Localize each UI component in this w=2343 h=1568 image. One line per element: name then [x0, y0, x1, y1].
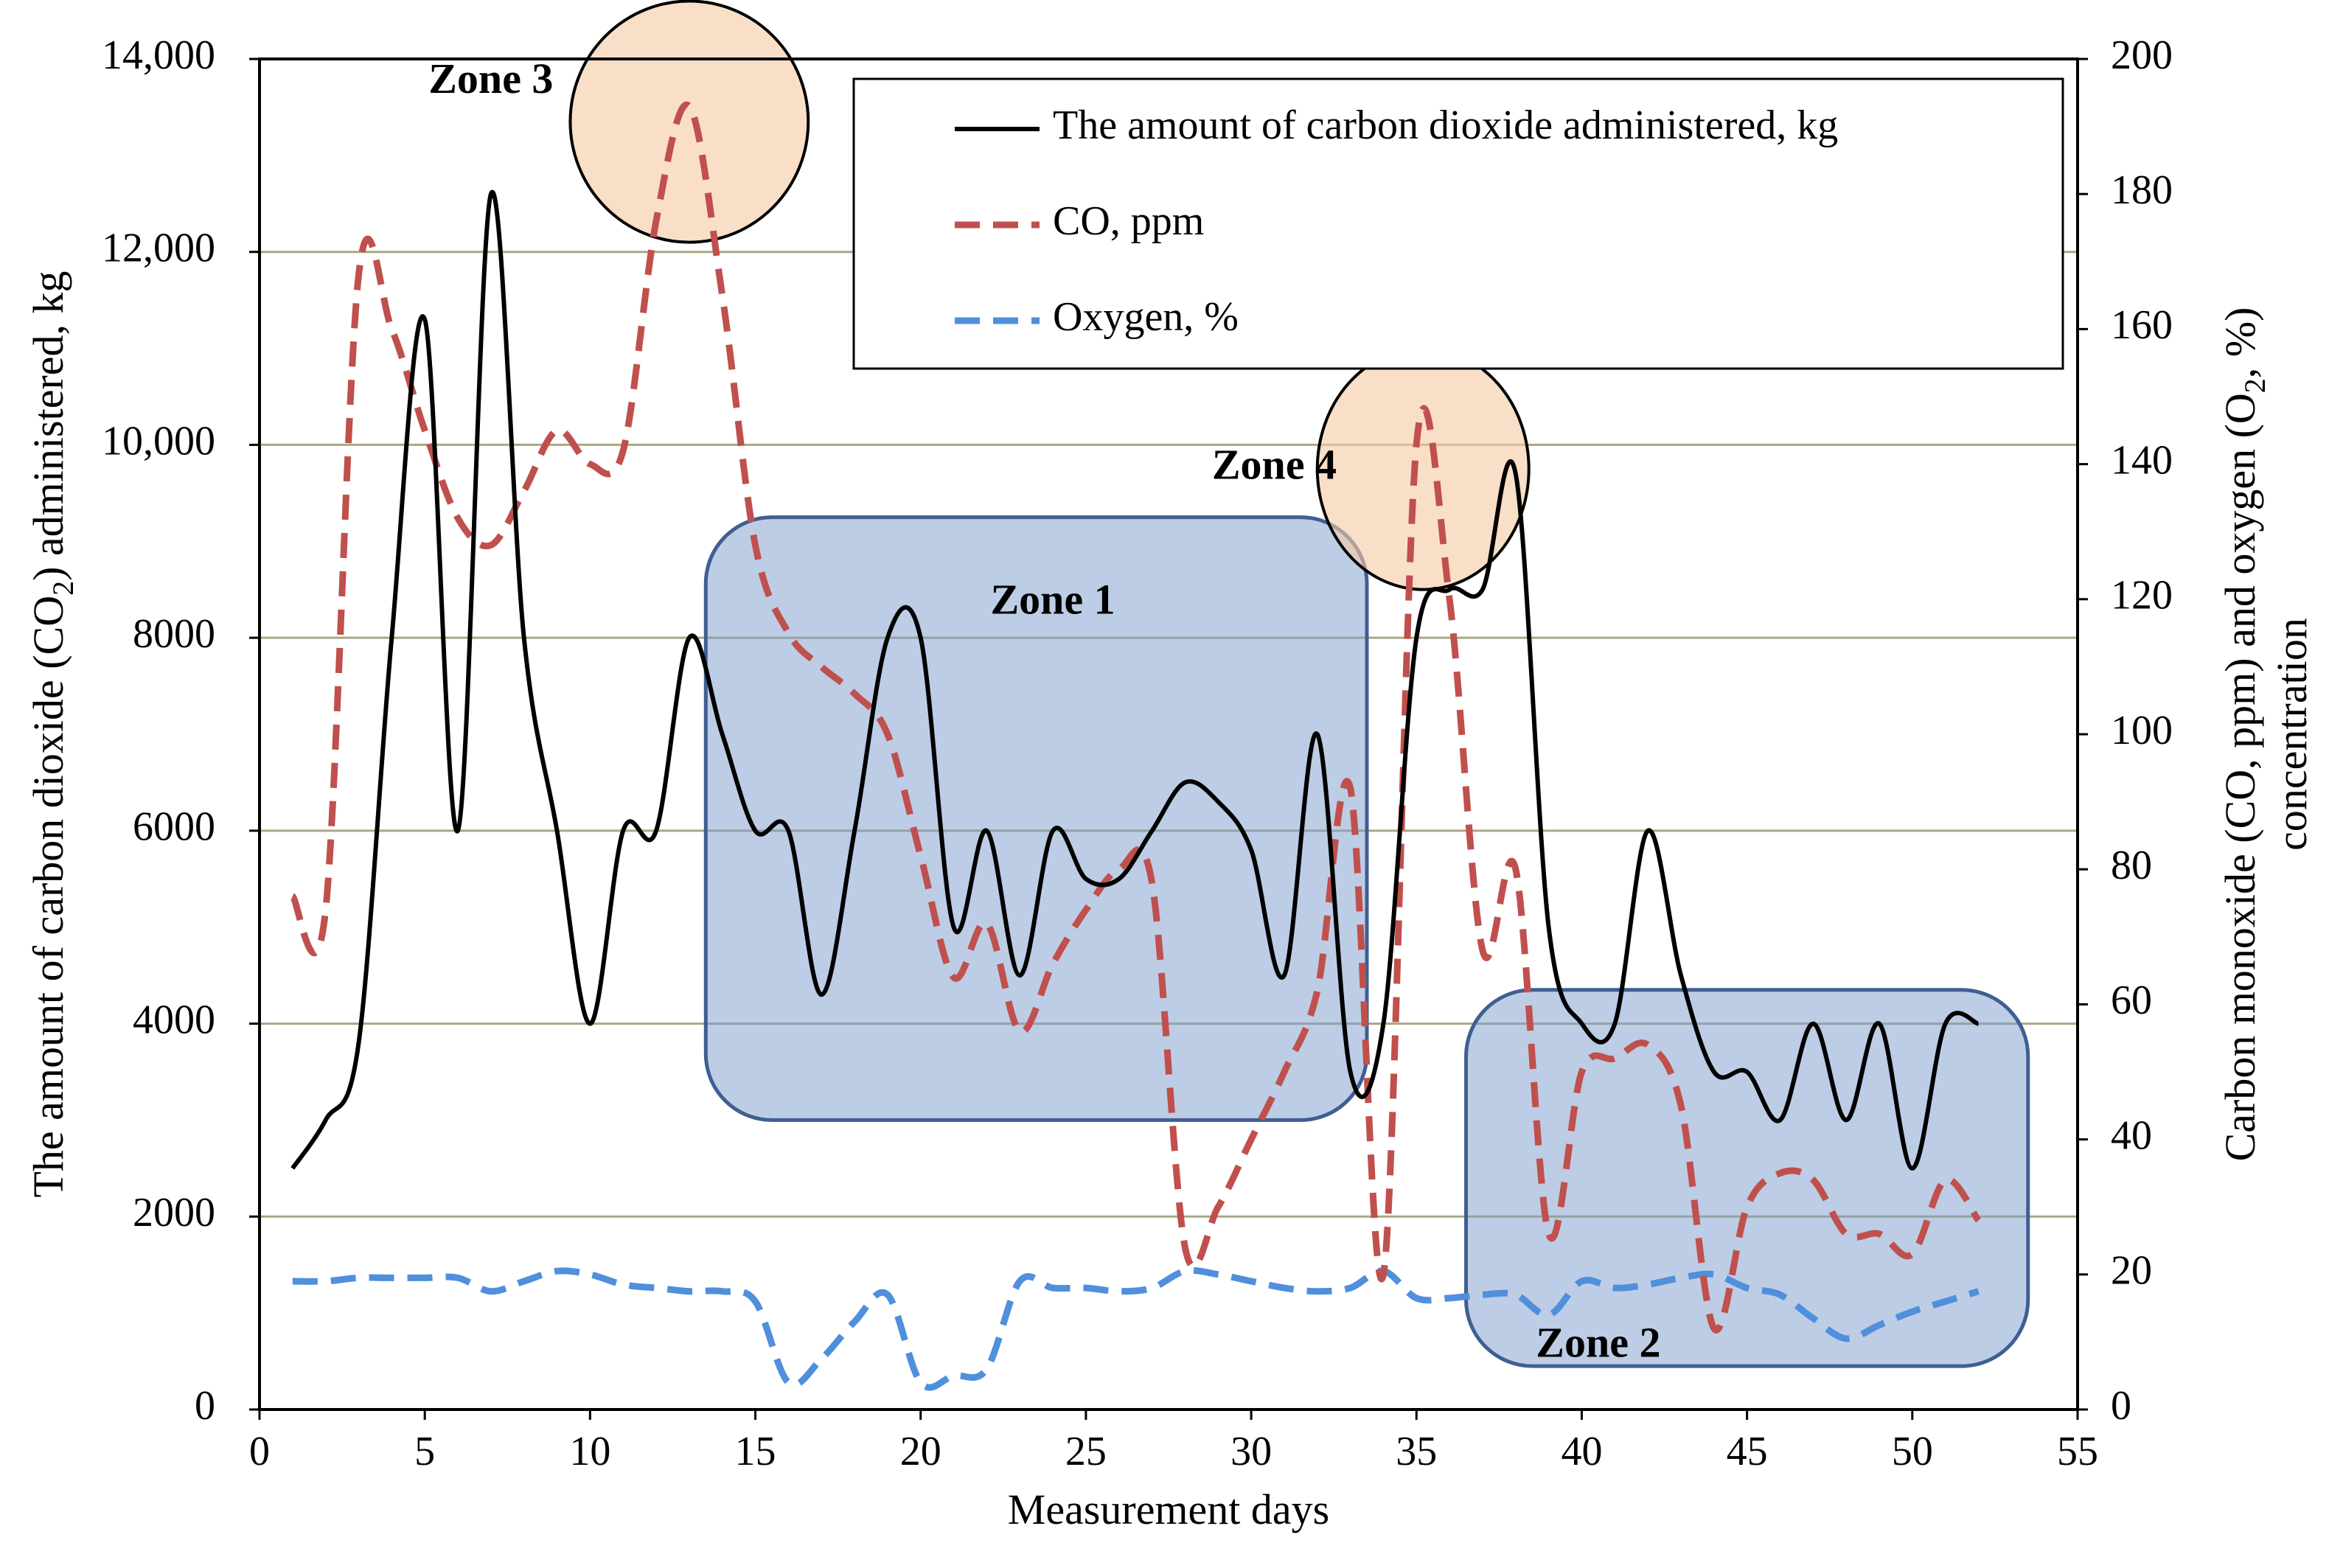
- right-axis-ticks: 0 20 40 60 80 100 120 140 160 180 200: [2078, 32, 2173, 1429]
- left-tick-label: 6000: [133, 804, 215, 850]
- x-tick-label: 45: [1727, 1429, 1768, 1474]
- series-line-co2: [290, 189, 1980, 1171]
- right-tick-label: 0: [2111, 1383, 2131, 1429]
- x-tick-label: 15: [735, 1429, 776, 1474]
- zone-label: Zone 1: [990, 576, 1115, 624]
- x-tick-label: 0: [249, 1429, 270, 1474]
- x-axis-ticks: 0 5 10 15 20 25 30 35 40 45 50 55: [249, 1410, 2098, 1474]
- zone-label: Zone 2: [1536, 1318, 1660, 1366]
- left-tick-label: 10,000: [102, 418, 215, 464]
- zone-box: [703, 515, 1369, 1122]
- series-lines: [290, 101, 1982, 1391]
- x-tick-label: 20: [900, 1429, 941, 1474]
- right-tick-label: 180: [2111, 167, 2173, 213]
- x-tick-label: 10: [569, 1429, 610, 1474]
- legend: The amount of carbon dioxide administere…: [852, 77, 2064, 370]
- right-axis-title-line2: concentration: [2268, 618, 2316, 851]
- right-tick-label: 200: [2111, 32, 2173, 78]
- x-tick-label: 25: [1065, 1429, 1107, 1474]
- left-tick-label: 4000: [133, 997, 215, 1042]
- x-tick-label: 35: [1396, 1429, 1437, 1474]
- right-tick-label: 140: [2111, 437, 2173, 483]
- right-tick-label: 40: [2111, 1112, 2152, 1158]
- left-tick-label: 12,000: [102, 226, 215, 271]
- right-tick-label: 120: [2111, 573, 2173, 619]
- zone-ellipse: [568, 0, 810, 244]
- x-tick-label: 5: [414, 1429, 435, 1474]
- zone-ellipse: [1315, 346, 1531, 591]
- left-tick-label: 8000: [133, 611, 215, 657]
- left-tick-label: 2000: [133, 1190, 215, 1236]
- x-tick-label: 40: [1561, 1429, 1602, 1474]
- legend-label: The amount of carbon dioxide administere…: [1053, 102, 1838, 148]
- left-tick-label: 14,000: [102, 32, 215, 78]
- left-axis-ticks: 0 2000 4000 6000 8000 10,000 12,000 14,000: [102, 32, 260, 1429]
- series-line-co: [290, 101, 1982, 1334]
- legend-label: CO, ppm: [1053, 198, 1204, 244]
- x-tick-label: 30: [1230, 1429, 1272, 1474]
- x-tick-label: 50: [1892, 1429, 1933, 1474]
- zone-box: [1464, 988, 2030, 1368]
- x-axis-title: Measurement days: [1008, 1485, 1329, 1533]
- right-tick-label: 160: [2111, 302, 2173, 348]
- zone-annotations: [568, 0, 2030, 1368]
- right-axis-title-line1: Carbon monoxide (CO, ppm) and oxygen (O2…: [2216, 307, 2271, 1162]
- x-tick-label: 55: [2057, 1429, 2098, 1474]
- right-tick-label: 20: [2111, 1248, 2152, 1294]
- legend-label: Oxygen, %: [1053, 294, 1239, 340]
- left-tick-label: 0: [195, 1383, 215, 1429]
- zone-label: Zone 4: [1212, 440, 1337, 488]
- zone-label: Zone 3: [428, 55, 553, 102]
- right-tick-label: 80: [2111, 843, 2152, 888]
- right-tick-label: 100: [2111, 708, 2173, 753]
- right-tick-label: 60: [2111, 978, 2152, 1023]
- legend-box: [852, 77, 2064, 370]
- left-axis-title: The amount of carbon dioxide (CO2) admin…: [24, 271, 80, 1197]
